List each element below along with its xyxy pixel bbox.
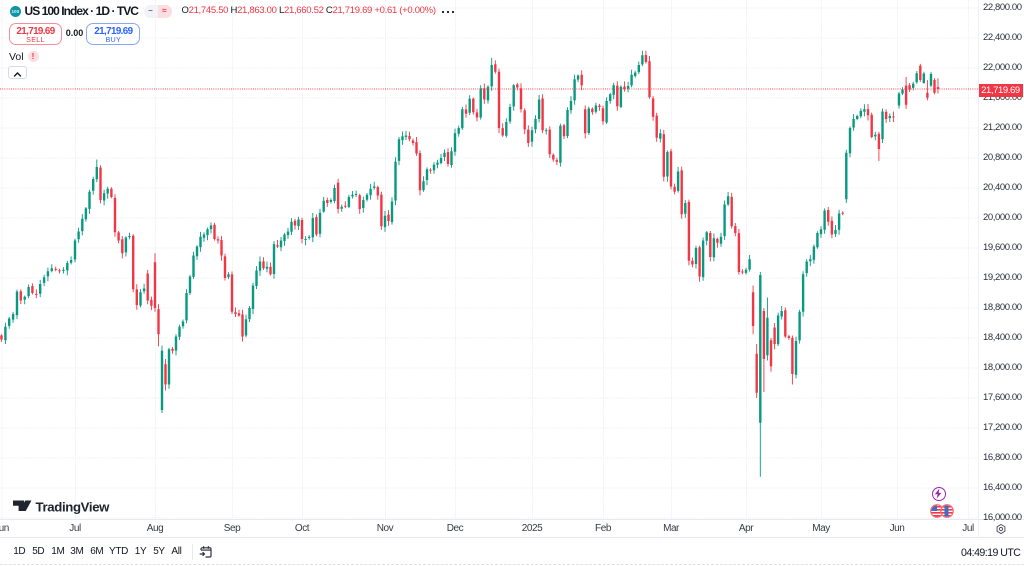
- svg-text:TradingView: TradingView: [36, 500, 111, 515]
